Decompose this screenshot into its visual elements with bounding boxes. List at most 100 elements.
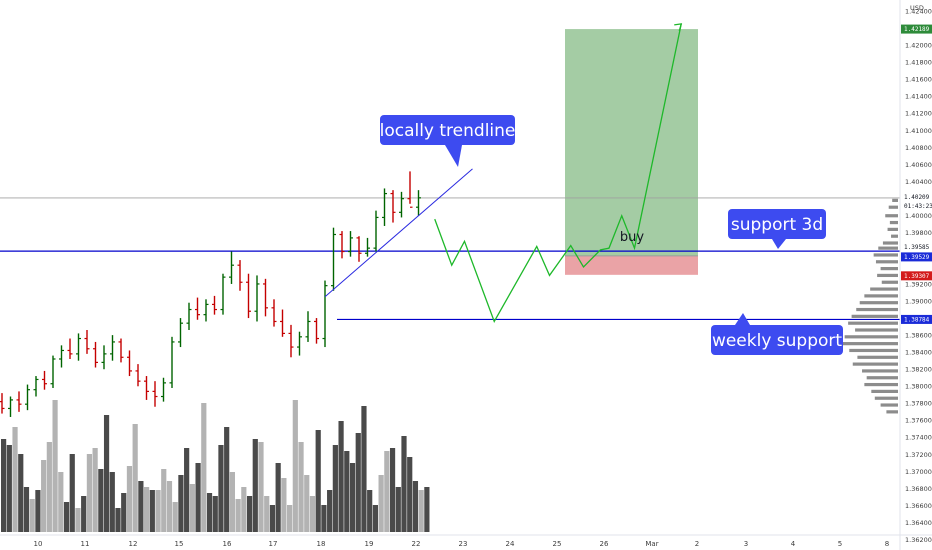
ohlc-bar — [254, 275, 260, 322]
volume-bar — [224, 427, 230, 532]
volume-bar — [195, 463, 201, 532]
profile-row — [885, 214, 898, 218]
buy-label: buy — [620, 230, 644, 245]
volume-bar — [109, 472, 115, 532]
ohlc-bar — [390, 190, 396, 223]
volume-bar — [35, 490, 41, 532]
profile-row — [840, 342, 898, 346]
position-zones — [565, 29, 698, 275]
volume-bar — [355, 433, 361, 532]
weekly-tag: 1.38784 — [901, 314, 932, 324]
volume-bar — [69, 454, 75, 532]
x-tick-label: 8 — [885, 540, 889, 548]
profile-row — [882, 241, 898, 245]
ohlc-bar — [212, 295, 217, 315]
y-tick-label: 1.42000 — [905, 41, 932, 49]
volume-bar — [41, 460, 47, 532]
ohlc-bar — [186, 302, 192, 330]
x-tick-label: 3 — [744, 540, 748, 548]
profile-row — [878, 246, 898, 250]
y-tick-label: 1.37400 — [905, 434, 932, 442]
y-tick-label: 1.39000 — [905, 297, 932, 305]
x-tick-label: 19 — [365, 540, 374, 548]
volume-bar — [332, 445, 338, 532]
trendline[interactable] — [324, 168, 473, 298]
stop-tag: 1.39307 — [901, 271, 932, 281]
svg-text:1.38784: 1.38784 — [904, 317, 930, 324]
volume-bar — [349, 463, 356, 532]
volume-bar — [258, 442, 264, 532]
x-tick-label: 5 — [838, 540, 842, 548]
ohlc-bar — [229, 251, 234, 284]
volume-bar — [161, 469, 167, 532]
y-tick-label: 1.40600 — [905, 161, 932, 169]
volume-profile — [840, 198, 898, 414]
entry-tag: 1.39529 — [901, 252, 932, 262]
x-tick-label: 18 — [317, 540, 326, 548]
volume-bar — [75, 508, 81, 532]
volume-bar — [1, 439, 7, 532]
volume-bar — [92, 448, 98, 532]
profile-row — [870, 287, 898, 291]
profile-row — [873, 253, 898, 257]
volume-bar — [372, 505, 378, 532]
y-tick-label: 1.39200 — [905, 280, 932, 288]
profile-row — [844, 335, 898, 339]
support-3d-callout[interactable]: support 3d — [728, 209, 826, 249]
volume-bar — [18, 454, 24, 532]
volume-bar — [132, 424, 138, 532]
x-tick-label: 16 — [223, 540, 232, 548]
y-tick-label: 1.40800 — [905, 144, 932, 152]
y-tick-label: 1.36400 — [905, 519, 932, 527]
ohlc-bars — [0, 171, 421, 417]
volume-bar — [384, 451, 390, 532]
volume-bar — [327, 490, 333, 532]
callouts: locally trendline support 3d weekly suppor… — [380, 115, 843, 355]
locally-trendline-callout-label: locally trendline — [380, 121, 516, 141]
volume-bar — [149, 490, 155, 532]
ohlc-bar — [297, 331, 302, 356]
ohlc-bar — [118, 338, 124, 363]
volume-bar — [201, 403, 207, 532]
volume-bar — [212, 496, 218, 532]
x-tick-label: 22 — [412, 540, 421, 548]
svg-text:1.42189: 1.42189 — [904, 26, 930, 33]
y-tick-label: 1.38000 — [905, 383, 932, 391]
volume-bar — [395, 487, 401, 532]
svg-text:1.39585: 1.39585 — [904, 244, 930, 251]
volume-bar — [138, 481, 144, 532]
volume-bar — [46, 442, 52, 532]
ohlc-bar — [348, 231, 353, 257]
x-tick-label: 10 — [34, 540, 43, 548]
ohlc-bar — [322, 280, 328, 348]
ohlc-bar — [382, 188, 387, 226]
y-tick-label: 1.37200 — [905, 451, 932, 459]
weekly-support-callout[interactable]: weekly support — [711, 313, 843, 355]
volume-bar — [304, 475, 310, 532]
support-tag: 1.39585 — [901, 242, 932, 252]
stop-zone[interactable] — [565, 255, 698, 275]
ohlc-bar — [399, 191, 404, 218]
volume-bar — [361, 406, 367, 532]
profile-row — [864, 294, 898, 298]
projection-path[interactable] — [434, 23, 682, 324]
volume-bar — [338, 421, 344, 532]
y-tick-label: 1.41200 — [905, 110, 932, 118]
svg-text:1.40209: 1.40209 — [904, 194, 930, 201]
volume-bar — [281, 478, 287, 532]
profile-row — [888, 205, 898, 209]
locally-trendline-callout[interactable]: locally trendline — [380, 115, 516, 167]
volume-bar — [229, 472, 235, 532]
ohlc-bar — [373, 210, 379, 252]
currency-label: USD — [910, 4, 924, 12]
target-zone[interactable] — [565, 29, 698, 256]
volume-bar — [424, 487, 430, 532]
volume-bar — [63, 502, 70, 532]
time-axis[interactable]: 10 11 12 15 16 17 18 19 22 23 24 25 26 Mar 2 3 4 5 8 — [34, 540, 890, 548]
target-tag: 1.42189 — [901, 24, 932, 34]
volume-bar — [264, 496, 270, 532]
volume-bar — [389, 448, 396, 532]
x-tick-label: 17 — [269, 540, 278, 548]
